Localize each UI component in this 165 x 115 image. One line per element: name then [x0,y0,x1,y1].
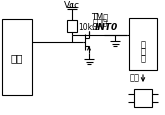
Bar [67,21,77,33]
Text: 替换: 替换 [130,72,140,81]
Bar [134,89,152,107]
Bar [129,19,157,70]
Text: 机: 机 [141,54,146,63]
Text: 10kΩ: 10kΩ [78,22,98,31]
Text: 片: 片 [141,47,146,56]
Text: 单: 单 [141,40,146,49]
Text: Vcc: Vcc [64,1,80,10]
Text: INT0: INT0 [95,23,118,32]
Text: 读卡头: 读卡头 [93,18,108,27]
Bar [2,20,32,95]
Text: TM卡: TM卡 [91,12,109,21]
Text: 主机: 主机 [11,53,23,62]
